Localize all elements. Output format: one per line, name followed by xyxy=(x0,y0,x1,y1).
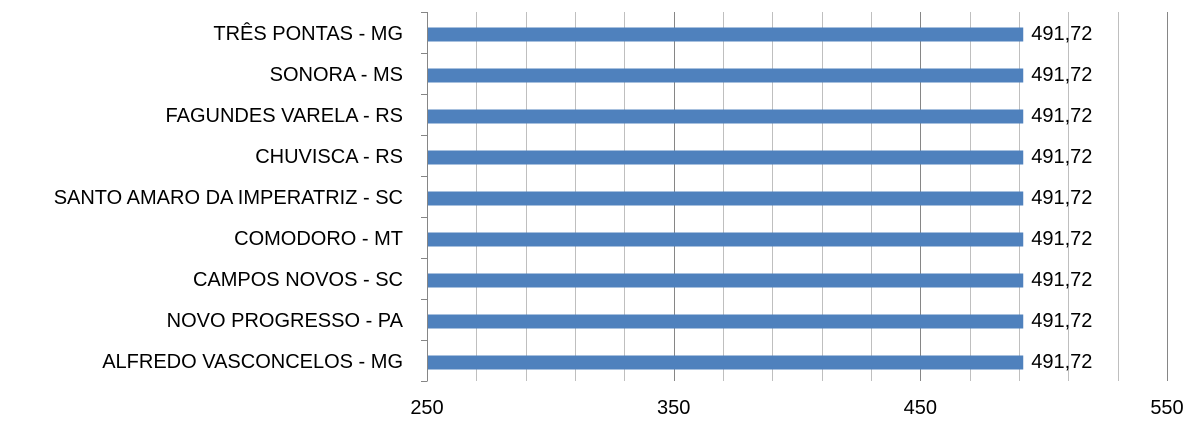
data-label: 491,72 xyxy=(1031,187,1092,209)
x-tick-label: 350 xyxy=(657,397,690,419)
category-label: TRÊS PONTAS - MG xyxy=(213,22,403,45)
data-label: 491,72 xyxy=(1031,64,1092,86)
data-label: 491,72 xyxy=(1031,146,1092,168)
bar xyxy=(427,27,1024,42)
category-label: FAGUNDES VARELA - RS xyxy=(166,105,403,127)
x-tick-label: 250 xyxy=(410,397,443,419)
category-label: COMODORO - MT xyxy=(234,228,403,250)
category-label: SONORA - MS xyxy=(270,64,403,86)
bar xyxy=(427,314,1024,329)
bar xyxy=(427,68,1024,83)
bar xyxy=(427,355,1024,370)
data-label: 491,72 xyxy=(1031,310,1092,332)
bar xyxy=(427,273,1024,288)
bar xyxy=(427,109,1024,124)
category-label: CAMPOS NOVOS - SC xyxy=(193,269,403,291)
x-tick-label: 450 xyxy=(904,397,937,419)
labels: TRÊS PONTAS - MG 491,72 SONORA - MS 491,72 F… xyxy=(54,22,1184,419)
axes xyxy=(421,12,428,382)
category-label: CHUVISCA - RS xyxy=(255,146,403,168)
category-label: NOVO PROGRESSO - PA xyxy=(167,310,404,332)
bar xyxy=(427,150,1024,165)
bar xyxy=(427,191,1024,206)
data-label: 491,72 xyxy=(1031,228,1092,250)
x-tick-label: 550 xyxy=(1150,397,1183,419)
bar xyxy=(427,232,1024,247)
bars xyxy=(427,27,1024,370)
data-label: 491,72 xyxy=(1031,269,1092,291)
data-label: 491,72 xyxy=(1031,105,1092,127)
category-label: SANTO AMARO DA IMPERATRIZ - SC xyxy=(54,187,403,209)
data-label: 491,72 xyxy=(1031,23,1092,45)
data-label: 491,72 xyxy=(1031,351,1092,373)
category-label: ALFREDO VASCONCELOS - MG xyxy=(102,351,403,373)
